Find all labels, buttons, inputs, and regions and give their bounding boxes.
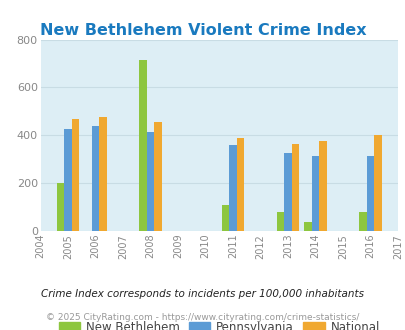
Bar — [147, 132, 154, 231]
Bar — [139, 60, 147, 231]
Bar — [154, 122, 161, 231]
Bar — [99, 117, 107, 231]
Bar — [318, 141, 326, 231]
Bar — [221, 205, 229, 231]
Bar — [64, 129, 72, 231]
Bar — [72, 119, 79, 231]
Bar — [366, 156, 373, 231]
Bar — [92, 126, 99, 231]
Text: New Bethlehem Violent Crime Index: New Bethlehem Violent Crime Index — [40, 23, 365, 38]
Bar — [358, 212, 366, 231]
Bar — [291, 144, 298, 231]
Bar — [276, 212, 284, 231]
Legend: New Bethlehem, Pennsylvania, National: New Bethlehem, Pennsylvania, National — [55, 317, 382, 330]
Bar — [373, 135, 381, 231]
Text: © 2025 CityRating.com - https://www.cityrating.com/crime-statistics/: © 2025 CityRating.com - https://www.city… — [46, 313, 359, 322]
Text: Crime Index corresponds to incidents per 100,000 inhabitants: Crime Index corresponds to incidents per… — [41, 289, 364, 299]
Bar — [311, 156, 318, 231]
Bar — [284, 153, 291, 231]
Bar — [304, 222, 311, 231]
Bar — [57, 183, 64, 231]
Bar — [236, 138, 243, 231]
Bar — [229, 145, 236, 231]
